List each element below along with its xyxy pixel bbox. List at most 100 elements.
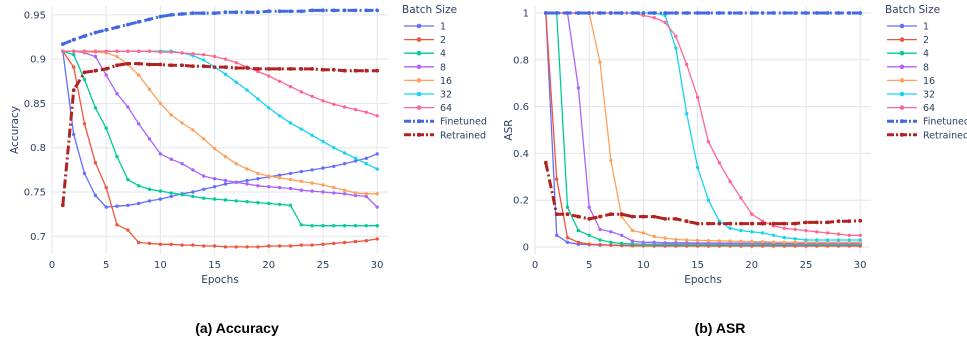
data-point — [554, 212, 559, 217]
data-point — [587, 242, 591, 246]
legend-item-2[interactable]: 2 — [887, 35, 929, 46]
data-point — [256, 67, 260, 71]
legend-item-8[interactable]: 8 — [404, 62, 446, 73]
data-point — [342, 151, 347, 155]
legend-item-64[interactable]: 64 — [887, 103, 935, 114]
legend-item-16[interactable]: 16 — [887, 76, 935, 87]
series-64 — [61, 49, 379, 118]
legend-item-retrained[interactable]: Retrained — [404, 130, 486, 141]
data-point — [147, 137, 152, 141]
data-point — [60, 42, 65, 46]
data-point — [739, 228, 743, 233]
data-point — [332, 146, 336, 150]
data-point — [137, 184, 141, 188]
data-point — [277, 202, 282, 207]
series-line — [545, 12, 861, 245]
legend-item-16[interactable]: 16 — [404, 76, 452, 87]
accuracy-y-axis-title: Accuracy — [9, 106, 21, 154]
accuracy-tick-labels: 0 5 10 15 20 25 30 0.7 0.75 0.8 0.85 0.9 0.95 — [24, 10, 384, 271]
x-tick-label: 10 — [637, 260, 650, 271]
data-point — [695, 95, 700, 99]
y-tick-label: 1 — [523, 9, 529, 20]
series-line — [62, 50, 378, 248]
data-point — [587, 11, 592, 15]
legend-item-32[interactable]: 32 — [404, 90, 452, 101]
data-point — [104, 205, 108, 209]
data-point — [234, 162, 238, 166]
series-line — [62, 50, 378, 170]
legend-marker — [416, 91, 422, 97]
data-point — [750, 239, 754, 244]
legend-item-1[interactable]: 1 — [404, 22, 446, 33]
data-point — [652, 240, 656, 244]
data-point — [223, 154, 228, 159]
legend-label: 16 — [923, 76, 935, 87]
data-point — [739, 221, 743, 226]
data-point — [375, 192, 379, 196]
data-point — [93, 54, 98, 59]
data-point — [576, 214, 581, 219]
data-point — [685, 111, 689, 116]
data-point — [234, 245, 238, 249]
series-line — [545, 12, 861, 247]
x-tick-label: 0 — [532, 260, 538, 271]
data-point — [310, 181, 314, 185]
legend-item-finetuned[interactable]: Finetuned — [404, 117, 487, 128]
data-point — [277, 9, 282, 14]
data-point — [266, 9, 271, 14]
data-point — [685, 238, 689, 242]
data-point — [663, 217, 667, 221]
data-point — [620, 241, 624, 246]
data-point — [353, 107, 358, 112]
data-point — [72, 65, 76, 69]
legend-marker — [899, 50, 905, 56]
data-point — [212, 54, 217, 59]
data-point — [288, 67, 293, 71]
data-point — [375, 68, 380, 73]
data-point — [277, 176, 282, 180]
legend-item-1[interactable]: 1 — [887, 22, 929, 33]
legend-item-retrained[interactable]: Retrained — [887, 130, 967, 141]
data-point — [126, 105, 130, 109]
data-point — [256, 69, 260, 74]
data-point — [202, 53, 206, 57]
legend-marker — [416, 64, 422, 70]
data-point — [695, 221, 700, 226]
legend-item-4[interactable]: 4 — [887, 49, 929, 60]
legend-item-8[interactable]: 8 — [887, 62, 929, 73]
legend-marker — [899, 105, 905, 110]
data-point — [212, 11, 217, 16]
data-point — [245, 178, 249, 183]
data-point — [234, 61, 238, 65]
legend-marker — [417, 119, 421, 124]
data-point — [223, 57, 228, 61]
legend-item-2[interactable]: 2 — [404, 35, 446, 46]
data-point — [299, 67, 304, 71]
data-point — [706, 198, 711, 202]
series-8 — [61, 49, 379, 209]
data-point — [202, 137, 206, 141]
data-point — [147, 241, 152, 246]
legend-item-32[interactable]: 32 — [887, 90, 935, 101]
legend-item-4[interactable]: 4 — [404, 49, 446, 60]
data-point — [136, 20, 141, 24]
data-point — [299, 9, 304, 14]
y-tick-label: 0.85 — [24, 99, 46, 110]
data-point — [555, 177, 559, 181]
data-point — [115, 92, 119, 96]
data-point — [82, 171, 87, 176]
data-point — [695, 11, 700, 15]
data-point — [169, 194, 173, 199]
data-point — [169, 242, 173, 246]
legend-item-finetuned[interactable]: Finetuned — [887, 117, 967, 128]
data-point — [321, 183, 325, 187]
data-point — [126, 49, 130, 53]
legend-item-64[interactable]: 64 — [404, 103, 452, 114]
data-point — [93, 49, 98, 53]
x-tick-label: 10 — [154, 260, 167, 271]
data-point — [782, 240, 786, 244]
series-retrained — [60, 61, 380, 208]
legend-marker — [900, 132, 904, 137]
data-point — [598, 11, 602, 15]
data-point — [342, 105, 347, 109]
